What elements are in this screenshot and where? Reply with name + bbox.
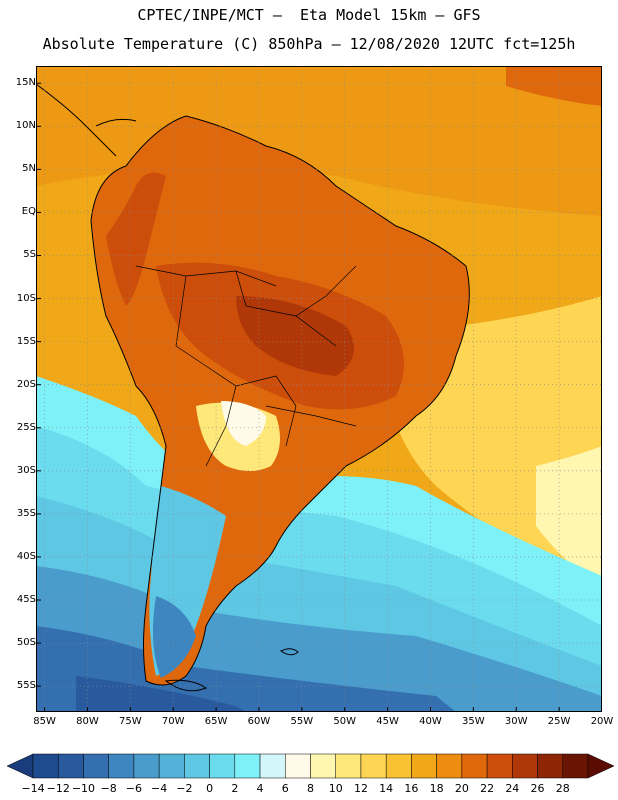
- colorbar-box: [209, 753, 236, 779]
- colorbar-box: [234, 753, 261, 779]
- southern-cone-pale: [221, 401, 266, 446]
- title-line-2: Absolute Temperature (C) 850hPa – 12/08/…: [42, 35, 576, 53]
- colorbar-level-label: 12: [353, 782, 368, 795]
- lat-label: EQ: [21, 206, 36, 218]
- hot-core: [236, 296, 354, 376]
- colorbar-box: [108, 753, 135, 779]
- lat-label: 10N: [15, 120, 36, 132]
- lon-label: 65W: [204, 716, 228, 727]
- colorbar-level-label: 2: [231, 782, 239, 795]
- colorbar-box: [385, 753, 412, 779]
- lat-label: 20S: [16, 378, 36, 390]
- colorbar-level-label: −14: [21, 782, 45, 795]
- lon-label: 85W: [33, 716, 56, 727]
- colorbar-level-label: 8: [307, 782, 314, 795]
- warm-field-north: [36, 66, 602, 216]
- lon-label: 55W: [290, 716, 314, 727]
- colorbar-box: [57, 753, 84, 779]
- colorbar-box: [335, 753, 362, 779]
- lat-label: 50S: [16, 637, 36, 649]
- colorbar-level-label: 20: [454, 782, 469, 795]
- lon-label: 70W: [161, 716, 185, 727]
- colorbar: [6, 753, 615, 779]
- lon-label: 80W: [76, 716, 99, 727]
- lat-label: 35S: [16, 507, 36, 519]
- colorbar-level-label: 16: [404, 782, 419, 795]
- lat-label: 5N: [22, 163, 36, 175]
- warm-patch-ne: [506, 66, 602, 106]
- lon-label: 40W: [419, 716, 442, 727]
- lon-label: 20W: [590, 716, 614, 727]
- lat-label: 15S: [16, 335, 36, 347]
- central-america-coast: [36, 83, 137, 157]
- map-border: [36, 66, 602, 712]
- colorbar-box: [83, 753, 109, 779]
- title-line-1: CPTEC/INPE/MCT – Eta Model 15km – GFS: [137, 6, 481, 24]
- colorbar-box: [486, 753, 513, 779]
- colorbar-box: [436, 753, 463, 779]
- lon-label: 50W: [333, 716, 357, 727]
- colorbar-box: [562, 753, 589, 779]
- lon-label: 60W: [247, 716, 271, 727]
- lat-label: 30S: [16, 464, 36, 476]
- colorbar-box: [360, 753, 387, 779]
- colorbar-box: [133, 753, 160, 779]
- colorbar-level-label: 18: [429, 782, 444, 795]
- colorbar-box: [32, 753, 59, 779]
- colorbar-box: [512, 753, 538, 779]
- colorbar-box: [259, 753, 286, 779]
- lat-label: 25S: [16, 421, 36, 433]
- lon-label: 45W: [376, 716, 399, 727]
- colorbar-level-label: 10: [328, 782, 343, 795]
- colorbar-level-label: 26: [530, 782, 545, 795]
- colorbar-box: [158, 753, 185, 779]
- lat-label: 45S: [16, 594, 36, 606]
- colorbar-level-label: −8: [100, 782, 117, 795]
- colorbar-level-label: 6: [281, 782, 289, 795]
- lon-label: 30W: [504, 716, 528, 727]
- lat-label: 10S: [16, 292, 36, 304]
- colorbar-level-label: 22: [480, 782, 495, 795]
- blue-field-4: [76, 676, 246, 712]
- lat-label: 40S: [16, 550, 36, 562]
- colorbar-high-arrow: [587, 753, 615, 779]
- tierra-del-fuego: [164, 679, 208, 692]
- colorbar-level-label: −2: [176, 782, 193, 795]
- colorbar-box: [184, 753, 210, 779]
- andes-warm: [106, 172, 166, 306]
- colorbar-level-label: 14: [379, 782, 394, 795]
- colorbar-level-label: 0: [206, 782, 214, 795]
- axis-ticks: [36, 82, 602, 712]
- lon-label: 75W: [119, 716, 142, 727]
- lat-label: 5S: [23, 249, 36, 261]
- colorbar-level-label: 28: [555, 782, 570, 795]
- lon-label: 25W: [547, 716, 571, 727]
- colorbar-level-label: −10: [71, 782, 96, 795]
- colorbar-box: [310, 753, 336, 779]
- colorbar-box: [411, 753, 437, 779]
- colorbar-box: [537, 753, 564, 779]
- coastline: [90, 115, 470, 686]
- colorbar-level-label: −4: [151, 782, 168, 795]
- colorbar-level-label: −12: [46, 782, 70, 795]
- falkland-islands: [280, 648, 299, 656]
- colorbar-level-label: 24: [505, 782, 520, 795]
- lat-label: 55S: [16, 680, 36, 692]
- colorbar-low-arrow: [6, 753, 34, 779]
- lon-label: 35W: [462, 716, 485, 727]
- pale-field-east: [536, 446, 602, 586]
- colorbar-level-label: 4: [256, 782, 264, 795]
- patagonia-blue: [152, 596, 196, 678]
- temperature-map: [36, 66, 602, 712]
- colorbar-box: [285, 753, 311, 779]
- colorbar-box: [461, 753, 488, 779]
- lat-label: 15N: [15, 77, 36, 89]
- colorbar-level-label: −6: [125, 782, 143, 795]
- country-borders: [135, 265, 357, 467]
